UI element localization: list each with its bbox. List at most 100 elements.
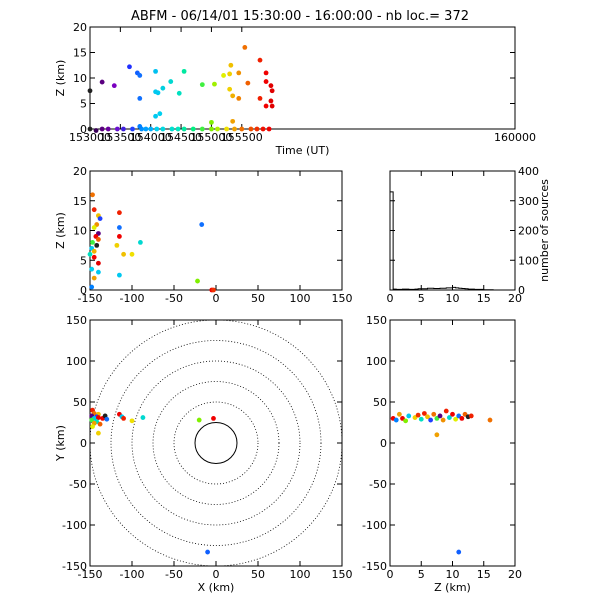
- data-point: [196, 417, 202, 423]
- data-point: [245, 80, 251, 86]
- data-point: [232, 126, 237, 132]
- data-point: [148, 126, 154, 132]
- data-point: [428, 417, 434, 423]
- axes-frame: [389, 319, 516, 567]
- y-tick-label: 0: [518, 284, 525, 297]
- x-tick-label: -150: [78, 568, 103, 581]
- y-tick-label: -50: [369, 478, 387, 491]
- y-tick-label: 200: [518, 225, 539, 238]
- data-point: [140, 415, 146, 420]
- y-tick-label: 0: [80, 284, 87, 297]
- data-point: [418, 416, 424, 422]
- data-point: [143, 126, 149, 132]
- data-point: [393, 417, 399, 423]
- data-point: [195, 278, 200, 284]
- data-point: [96, 260, 101, 266]
- y-tick-label: -100: [362, 519, 387, 532]
- data-point: [263, 70, 269, 76]
- data-point: [130, 126, 135, 132]
- data-point: [453, 416, 459, 422]
- data-point: [105, 126, 111, 132]
- x-tick-label: 10: [446, 568, 460, 581]
- data-point: [209, 126, 214, 132]
- data-point: [96, 237, 101, 242]
- data-point: [199, 222, 205, 227]
- data-point: [181, 68, 187, 74]
- y-tick-label: 100: [518, 254, 539, 267]
- data-point: [224, 126, 230, 132]
- x-tick-label: 100: [290, 292, 311, 305]
- data-point: [90, 240, 95, 245]
- data-point: [212, 81, 217, 87]
- data-point: [268, 83, 274, 89]
- y-axis-label: number of sources: [538, 179, 551, 282]
- data-point: [221, 73, 226, 78]
- data-point: [257, 96, 263, 101]
- x-tick-label: 150: [332, 292, 353, 305]
- data-point: [99, 126, 105, 132]
- data-point: [96, 430, 101, 436]
- x-tick-label: 0: [387, 568, 394, 581]
- x-tick-label: 155000: [190, 131, 232, 144]
- data-point: [487, 417, 493, 423]
- x-axis-label: Time (UT): [275, 144, 330, 157]
- data-point: [90, 192, 95, 198]
- y-axis-label: Z (km): [54, 60, 67, 97]
- y-tick-label: 5: [80, 98, 87, 111]
- data-point: [137, 124, 143, 129]
- histogram-series: [389, 191, 515, 291]
- data-point: [120, 126, 126, 132]
- data-point: [129, 251, 135, 257]
- data-point: [468, 413, 474, 419]
- data-point: [121, 251, 126, 257]
- data-point: [199, 126, 205, 132]
- data-point: [127, 64, 132, 70]
- data-points: [87, 192, 216, 293]
- data-point: [263, 79, 269, 84]
- x-tick-label: 155500: [221, 131, 263, 144]
- chart-xz-scatter: -150 -100 -50 0 50 100 150 0 5 10 15 20 Z (km): [54, 165, 353, 305]
- data-point: [227, 71, 233, 77]
- range-rings: [90, 320, 342, 566]
- y-tick-label: 50: [73, 396, 87, 409]
- y-tick-label: 150: [366, 314, 387, 327]
- data-point: [434, 432, 440, 438]
- axes-frame: [89, 319, 343, 567]
- data-point: [396, 411, 402, 417]
- data-point: [154, 126, 160, 132]
- data-point: [138, 240, 143, 245]
- data-point: [266, 126, 272, 132]
- x-tick-label: 160000: [494, 131, 536, 144]
- data-point: [137, 73, 143, 78]
- y-tick-label: 10: [73, 72, 87, 85]
- data-point: [236, 70, 242, 76]
- x-tick-label: -50: [165, 568, 183, 581]
- x-tick-label: 15: [477, 292, 491, 305]
- data-point: [117, 225, 122, 230]
- x-tick-label: 5: [418, 568, 425, 581]
- x-axis-label: Z (km): [434, 581, 471, 594]
- data-point: [97, 216, 103, 222]
- data-point: [129, 418, 135, 424]
- data-point: [236, 96, 242, 101]
- data-point: [89, 284, 95, 290]
- x-tick-label: 153500: [99, 131, 141, 144]
- range-ring: [90, 320, 342, 566]
- x-tick-label: 50: [251, 568, 265, 581]
- data-point: [160, 126, 166, 132]
- data-point: [176, 90, 182, 96]
- x-tick-label: 0: [213, 292, 220, 305]
- y-tick-label: 100: [366, 355, 387, 368]
- axes-frame: [89, 170, 343, 291]
- y-tick-label: 300: [518, 195, 539, 208]
- data-point: [117, 272, 122, 278]
- y-tick-label: 20: [73, 21, 87, 34]
- x-tick-label: -150: [78, 292, 103, 305]
- y-tick-label: -50: [69, 478, 87, 491]
- data-point: [160, 85, 166, 91]
- y-tick-label: -150: [62, 560, 87, 573]
- y-tick-label: 400: [518, 165, 539, 178]
- data-point: [153, 113, 158, 119]
